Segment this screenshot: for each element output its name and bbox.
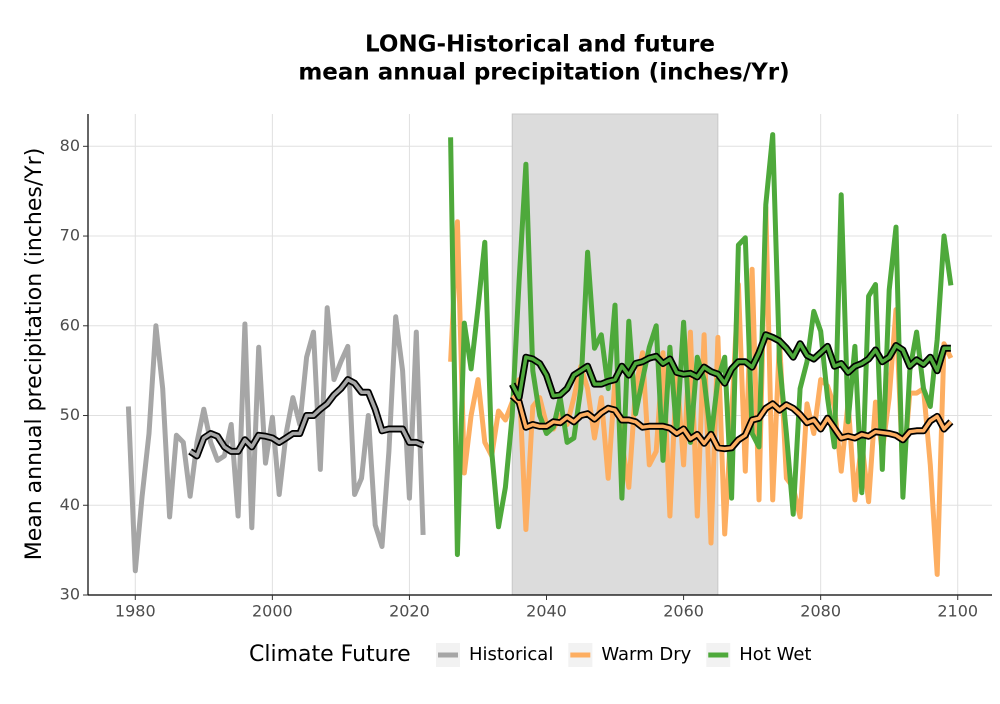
legend-title: Climate Future — [249, 642, 411, 667]
x-tick-label: 2040 — [526, 602, 567, 621]
series-line — [125, 305, 426, 574]
chart-title: mean annual precipitation (inches/Yr) — [298, 60, 789, 86]
y-axis-label: Mean annual precipitation (inches/Yr) — [22, 148, 47, 561]
legend-label: Warm Dry — [601, 644, 691, 665]
y-tick-label: 50 — [60, 405, 80, 424]
y-tick-label: 70 — [60, 226, 80, 245]
legend-label: Historical — [469, 644, 553, 665]
trend-line — [189, 377, 424, 458]
x-tick-label: 2020 — [389, 602, 430, 621]
x-tick-label: 2100 — [937, 602, 978, 621]
trend-line — [511, 394, 953, 451]
x-tick-label: 2060 — [663, 602, 704, 621]
y-tick-label: 60 — [60, 315, 80, 334]
y-tick-label: 40 — [60, 495, 80, 514]
x-tick-label: 2080 — [800, 602, 841, 621]
chart-title: LONG-Historical and future — [365, 32, 715, 58]
x-tick-label: 2000 — [252, 602, 293, 621]
legend-label: Hot Wet — [739, 644, 811, 665]
y-tick-label: 80 — [60, 136, 80, 155]
series-line — [448, 204, 954, 577]
x-tick-label: 1980 — [115, 602, 156, 621]
trend-line — [510, 333, 951, 400]
y-tick-label: 30 — [60, 585, 80, 604]
